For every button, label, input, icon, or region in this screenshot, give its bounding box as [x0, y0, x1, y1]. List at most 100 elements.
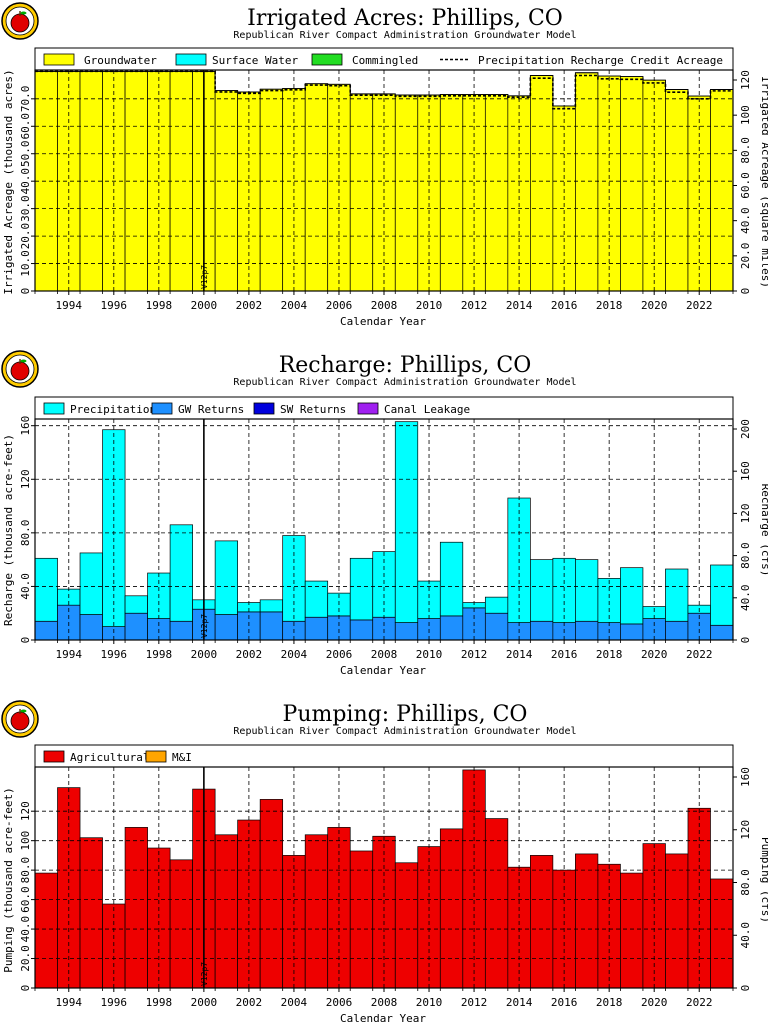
bar-gw-returns [349, 619, 374, 641]
x-tick-label: 2004 [281, 299, 308, 312]
y-axis-label-right: Pumping (cfs) [759, 837, 768, 923]
x-tick-label: 2018 [596, 648, 623, 661]
y-axis-label: Recharge (thousand acre-feet) [2, 434, 15, 626]
x-tick-label: 2014 [506, 299, 533, 312]
bar-gw-returns [79, 614, 103, 641]
y-tick-label: 120 [19, 801, 32, 821]
y-tick-label-right: 40.0 [739, 922, 752, 949]
bar-agricultural [79, 837, 103, 989]
y-tick-label: 30.0 [19, 195, 32, 222]
x-tick-label: 2010 [416, 299, 443, 312]
x-tick-label: 1996 [101, 299, 128, 312]
legend-swatch-surface-water [175, 53, 207, 66]
bar-gw-returns [710, 624, 734, 641]
x-tick-label: 2022 [686, 648, 713, 661]
bar-gw-returns [575, 620, 599, 641]
bar-agricultural [169, 859, 193, 989]
legend-label-canal-leakage: Canal Leakage [384, 403, 470, 416]
legend-swatch-groundwater [43, 53, 75, 66]
chart-title: Pumping: Phillips, CO [283, 702, 528, 727]
bar-gw-returns [124, 612, 148, 641]
plot-area: 0 40.0 80.0 120 160 0 40.0 80.0 120 160 200 1994 199… [19, 416, 752, 661]
x-tick-label: 2020 [641, 648, 668, 661]
chart-title: Recharge: Phillips, CO [279, 353, 532, 378]
bar-precipitation [439, 541, 464, 617]
y-tick-label: 100 [19, 831, 32, 851]
y-tick-label-right: 160 [739, 767, 752, 787]
bar-gw-returns [214, 614, 238, 641]
bar-agricultural [620, 872, 644, 989]
bar-precipitation [665, 568, 689, 622]
plot-area: 0 20.0 40.0 60.0 80.0 100 120 0 40.0 80.0 120 160 19… [19, 766, 752, 1009]
x-tick-label: 1998 [146, 996, 173, 1009]
y-tick-label-right: 80.0 [739, 137, 752, 164]
bar-groundwater [259, 88, 284, 292]
bar-agricultural [575, 853, 599, 989]
chart-subtitle: Republican River Compact Administration … [233, 726, 576, 737]
x-tick-label: 2022 [686, 299, 713, 312]
y-tick-label: 80.0 [19, 857, 32, 884]
x-tick-label: 2016 [551, 996, 578, 1009]
x-tick-label: 2008 [371, 996, 398, 1009]
y-tick-label: 120 [19, 469, 32, 489]
y-tick-label: 20.0 [19, 223, 32, 250]
x-tick-label: 1998 [146, 648, 173, 661]
y-tick-label: 0 [19, 637, 32, 644]
bar-gw-returns [439, 615, 464, 641]
plot-frame [34, 69, 734, 292]
bar-groundwater [710, 89, 734, 292]
bar-agricultural [349, 850, 374, 989]
pumping-panel: Pumping: Phillips, CO Republican River C… [1, 700, 768, 1024]
apple-logo-icon [1, 350, 39, 388]
bar-gw-returns [484, 612, 509, 641]
y-axis-label-right: Recharge (cfs) [759, 484, 768, 577]
bar-groundwater [620, 76, 644, 292]
x-tick-label: 2008 [371, 648, 398, 661]
y-tick-label-right: 60.0 [739, 172, 752, 199]
x-tick-label: 2004 [281, 996, 308, 1009]
x-tick-label: 1998 [146, 299, 173, 312]
x-tick-label: 2002 [236, 648, 263, 661]
x-tick-label: 2004 [281, 648, 308, 661]
bar-precipitation [282, 535, 306, 622]
bar-groundwater [575, 72, 599, 292]
bar-agricultural [710, 878, 734, 989]
x-tick-label: 2012 [461, 996, 488, 1009]
x-tick-label: 2000 [191, 299, 218, 312]
bar-gw-returns [394, 622, 419, 641]
apple-logo-icon [1, 700, 39, 738]
x-axis-label: Calendar Year [340, 664, 426, 677]
bar-groundwater [484, 94, 509, 292]
y-tick-label-right: 120 [739, 503, 752, 523]
y-tick-label: 40.0 [19, 916, 32, 943]
x-tick-label: 2016 [551, 648, 578, 661]
bar-gw-returns [304, 616, 329, 641]
bar-precipitation [259, 599, 284, 613]
x-tick-label: 1996 [101, 996, 128, 1009]
y-tick-label: 160 [19, 416, 32, 436]
y-tick-label-right: 0 [739, 985, 752, 992]
y-tick-label: 10.0 [19, 250, 32, 277]
y-tick-label-right: 120 [739, 820, 752, 840]
y-tick-label-right: 200 [739, 419, 752, 439]
y-tick-label: 70.0 [19, 86, 32, 113]
bar-agricultural [34, 872, 58, 989]
legend-swatch-mi [145, 750, 167, 763]
plot-frame [34, 766, 734, 989]
x-tick-label: 2008 [371, 299, 398, 312]
bar-gw-returns [530, 620, 554, 641]
legend-label-agricultural: Agricultural [70, 751, 149, 764]
bar-agricultural [507, 866, 531, 989]
y-tick-label: 20.0 [19, 945, 32, 972]
y-tick-label-right: 0 [739, 637, 752, 644]
bar-groundwater [530, 75, 554, 292]
legend-label-gw-returns: GW Returns [178, 403, 244, 416]
bar-groundwater [439, 94, 464, 292]
x-tick-label: 2020 [641, 996, 668, 1009]
y-tick-label: 60.0 [19, 886, 32, 913]
bar-precipitation [34, 557, 58, 622]
bar-precipitation [710, 564, 734, 626]
x-tick-label: 2006 [326, 299, 353, 312]
bar-agricultural [259, 799, 284, 989]
line-groundwater-outline [35, 70, 733, 107]
